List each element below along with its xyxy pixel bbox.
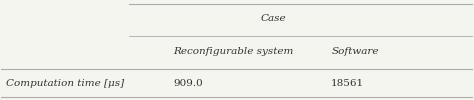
Text: Computation time [μs]: Computation time [μs] xyxy=(6,79,124,88)
Text: Software: Software xyxy=(331,47,379,56)
Text: 18561: 18561 xyxy=(331,79,365,88)
Text: 909.0: 909.0 xyxy=(173,79,203,88)
Text: Case: Case xyxy=(261,14,286,23)
Text: Reconfigurable system: Reconfigurable system xyxy=(173,47,294,56)
